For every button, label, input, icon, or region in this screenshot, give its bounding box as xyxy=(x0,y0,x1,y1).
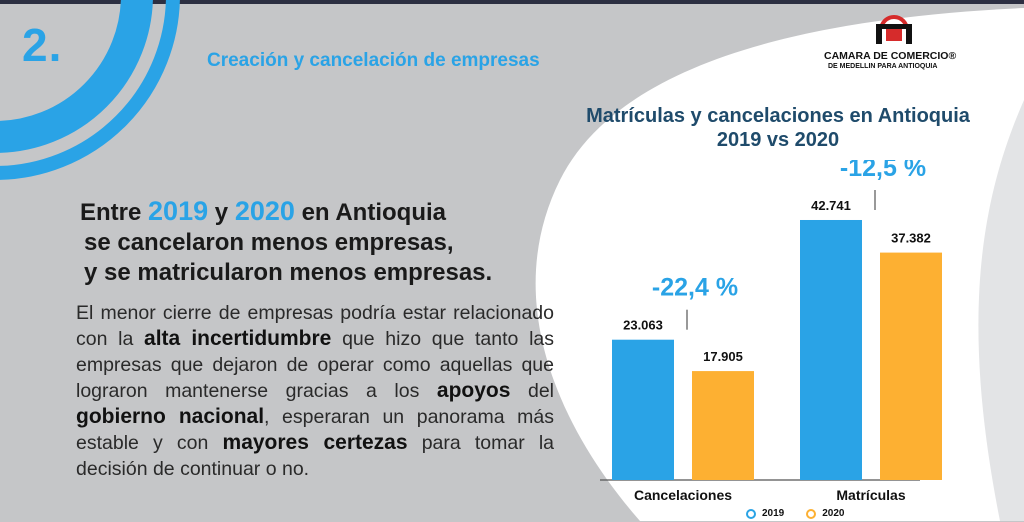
chart-title: Matrículas y cancelaciones en Antioquia xyxy=(586,105,970,127)
bar-2020-0 xyxy=(692,371,754,480)
body-text-2: que hizo que tanto las empresas que deja… xyxy=(76,328,554,402)
logo-text-line1: CAMARA DE COMERCIO® xyxy=(824,50,957,62)
body-bold-1: alta incertidumbre xyxy=(144,327,332,350)
body-bold-4: mayores certezas xyxy=(222,431,408,454)
bar-2019-1 xyxy=(800,219,862,480)
data-label-2019-0: 23.063 xyxy=(623,318,663,333)
body-paragraph: El menor cierre de empresas podría estar… xyxy=(76,300,554,482)
data-label-2019-1: 42.741 xyxy=(811,198,851,213)
chart-title-block: Matrículas y cancelaciones en Antioquia … xyxy=(532,104,1024,152)
top-bar xyxy=(0,0,1024,4)
headline: Entre 2019 y 2020 en Antioquia se cancel… xyxy=(80,196,492,288)
headline-line2: se cancelaron menos empresas, xyxy=(84,229,454,256)
bar-2019-0 xyxy=(612,339,674,480)
legend-item-2019: 2019 xyxy=(746,508,784,519)
change-label-1: -12,5 % xyxy=(840,160,926,182)
legend-marker-icon xyxy=(746,508,756,519)
legend-label: 2019 xyxy=(762,508,785,519)
body-bold-3: gobierno nacional xyxy=(76,405,265,428)
change-label-0: -22,4 % xyxy=(652,274,738,302)
body-text-4: , esperaran un panorama más estable y co… xyxy=(76,406,554,454)
category-label-0: Cancelaciones xyxy=(634,487,732,503)
headline-year1: 2019 xyxy=(148,196,209,226)
light-curve-accent xyxy=(978,100,1024,521)
chart-legend: 2019 2020 xyxy=(746,508,867,522)
headline-prefix: Entre xyxy=(80,199,142,226)
chart-subtitle: 2019 vs 2020 xyxy=(716,129,840,151)
bar-chart: 23.063 17.905 -22,4 % Cancelaciones 42.741 37… xyxy=(600,160,942,503)
headline-connector: y xyxy=(214,199,229,226)
body-text-1: El menor cierre de empresas podría estar… xyxy=(76,302,554,350)
section-title: Creación y cancelación de empresas xyxy=(207,50,540,71)
logo-text-line2: DE MEDELLIN PARA ANTIOQUIA xyxy=(828,63,938,70)
headline-line1: Entre 2019 y 2020 en Antioquia xyxy=(80,196,492,228)
headline-line3: y se matricularon menos empresas. xyxy=(84,259,493,286)
data-label-2020-1: 37.382 xyxy=(891,231,931,246)
bar-2020-1 xyxy=(880,252,942,480)
body-bold-2: apoyos xyxy=(436,379,511,402)
logo-mark-icon xyxy=(876,15,912,46)
legend-label: 2020 xyxy=(822,508,845,519)
body-text-5: para tomar la decisión de continuar o no… xyxy=(76,432,555,480)
body-text-3: del xyxy=(527,380,554,402)
legend-item-2020: 2020 xyxy=(806,508,845,519)
logo: CAMARA DE COMERCIO® DE MEDELLIN PARA ANT… xyxy=(822,14,972,74)
data-label-2020-0: 17.905 xyxy=(703,349,743,364)
legend-marker-icon xyxy=(806,508,817,519)
headline-suffix: en Antioquia xyxy=(301,199,446,226)
category-label-1: Matrículas xyxy=(836,487,905,503)
section-number: 2. xyxy=(22,19,63,71)
headline-year2: 2020 xyxy=(234,196,295,226)
